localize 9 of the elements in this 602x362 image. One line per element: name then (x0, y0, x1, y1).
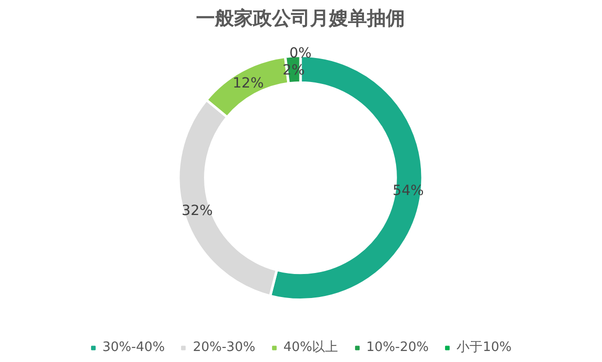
chart-title: 一般家政公司月嫂单抽佣 (196, 8, 405, 30)
text: 0% (289, 46, 312, 62)
legend-label: 30%-40% (102, 340, 165, 354)
legend-label: 20%-30% (192, 340, 256, 354)
legend-label: 40%以上 (283, 339, 338, 356)
data-label: 32% (182, 202, 213, 219)
legend-label: 10%-20% (366, 340, 429, 354)
data-label: 12% (232, 76, 264, 92)
legend-label: 小于10% (456, 339, 512, 356)
